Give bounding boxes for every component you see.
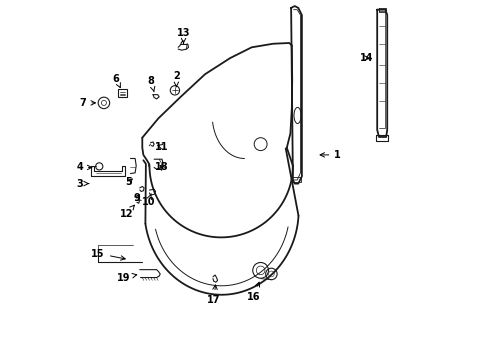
Text: 8: 8 [147,76,155,92]
Text: 11: 11 [155,141,168,152]
Text: 7: 7 [80,98,95,108]
Text: 5: 5 [125,177,132,187]
Text: 16: 16 [246,282,260,302]
Text: 13: 13 [177,28,190,44]
Bar [118,89,127,97]
Text: 12: 12 [120,205,134,219]
Text: 9: 9 [133,193,140,203]
Text: 18: 18 [155,162,168,172]
Text: 15: 15 [91,248,125,260]
Text: 3: 3 [76,179,88,189]
Text: 6: 6 [113,74,120,87]
Text: 4: 4 [76,162,92,172]
Text: 1: 1 [320,150,341,160]
Text: 14: 14 [360,53,373,63]
Text: 10: 10 [142,194,155,207]
Text: 17: 17 [207,285,220,305]
Text: 19: 19 [116,273,137,283]
Text: 2: 2 [173,71,180,87]
